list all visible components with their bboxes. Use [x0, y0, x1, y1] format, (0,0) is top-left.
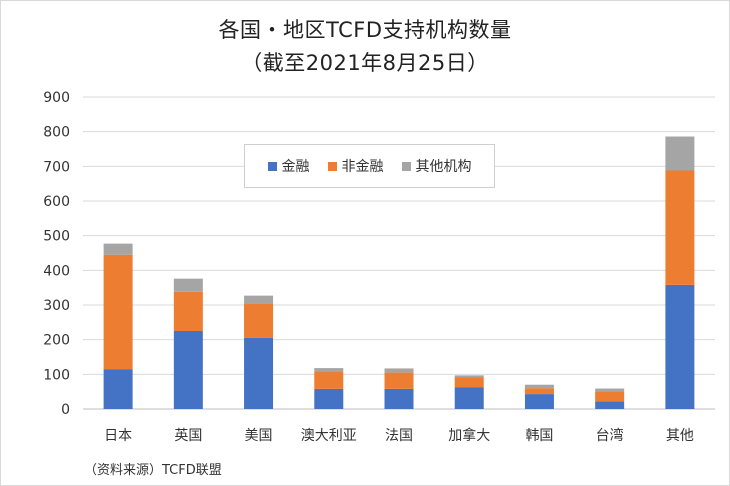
bar-日本-非金融 — [103, 254, 133, 370]
x-tick-label: 英国 — [174, 427, 202, 444]
bar-法国-其他机构 — [384, 368, 414, 373]
bar-韩国-金融 — [524, 394, 554, 409]
bar-澳大利亚-非金融 — [314, 371, 344, 389]
bar-法国-金融 — [384, 388, 414, 409]
bar-日本-其他机构 — [103, 243, 133, 255]
bar-台湾-其他机构 — [595, 388, 625, 393]
legend-swatch — [401, 161, 411, 171]
bar-台湾-金融 — [595, 401, 625, 409]
chart-subtitle: （截至2021年8月25日） — [241, 51, 489, 75]
chart-legend: 金融 非金融 其他机构 — [244, 144, 495, 188]
bar-其他-非金融 — [665, 170, 695, 285]
x-tick-label: 韩国 — [525, 428, 553, 444]
bar-澳大利亚-其他机构 — [314, 368, 344, 372]
x-tick-label: 加拿大 — [448, 427, 490, 444]
bar-法国-非金融 — [384, 372, 414, 389]
bar-英国-其他机构 — [173, 278, 203, 292]
bar-澳大利亚-金融 — [314, 388, 344, 409]
y-tick-label: 900 — [43, 90, 70, 106]
bar-加拿大-非金融 — [454, 377, 484, 388]
bar-美国-非金融 — [244, 303, 274, 338]
legend-label: 其他机构 — [415, 159, 472, 175]
y-tick-label: 700 — [43, 159, 70, 175]
bar-其他-金融 — [665, 284, 695, 409]
bar-美国-其他机构 — [244, 295, 274, 304]
legend-item: 金融 — [267, 156, 310, 176]
x-tick-label: 澳大利亚 — [301, 428, 357, 444]
legend-item: 非金融 — [327, 156, 384, 176]
x-tick-label: 法国 — [385, 428, 413, 444]
bar-英国-非金融 — [173, 291, 203, 331]
y-tick-label: 500 — [43, 229, 70, 245]
legend-item: 其他机构 — [401, 156, 472, 176]
bar-日本-金融 — [103, 369, 133, 409]
source-note: （资料来源）TCFD联盟 — [84, 463, 222, 478]
x-tick-label: 台湾 — [596, 427, 624, 444]
y-tick-label: 100 — [43, 367, 70, 383]
bar-韩国-非金融 — [524, 388, 554, 395]
x-tick-label: 其他 — [666, 428, 694, 444]
y-tick-label: 200 — [43, 333, 70, 349]
bar-美国-金融 — [244, 337, 274, 409]
legend-swatch — [267, 161, 277, 171]
bar-英国-金融 — [173, 331, 203, 409]
chart-title: 各国・地区TCFD支持机构数量 — [218, 18, 512, 42]
bar-其他-其他机构 — [665, 136, 695, 171]
x-tick-label: 日本 — [104, 428, 132, 444]
y-tick-label: 300 — [43, 298, 70, 314]
x-tick-label: 美国 — [245, 428, 273, 444]
legend-swatch — [327, 161, 337, 171]
legend-label: 金融 — [281, 159, 310, 175]
bar-韩国-其他机构 — [524, 384, 554, 389]
y-tick-label: 600 — [43, 194, 70, 210]
bar-加拿大-其他机构 — [454, 375, 484, 378]
y-tick-label: 0 — [61, 402, 70, 418]
bar-加拿大-金融 — [454, 387, 484, 409]
y-tick-label: 400 — [43, 263, 70, 279]
legend-label: 非金融 — [341, 159, 384, 175]
bar-台湾-非金融 — [595, 392, 625, 402]
y-tick-label: 800 — [43, 125, 70, 141]
